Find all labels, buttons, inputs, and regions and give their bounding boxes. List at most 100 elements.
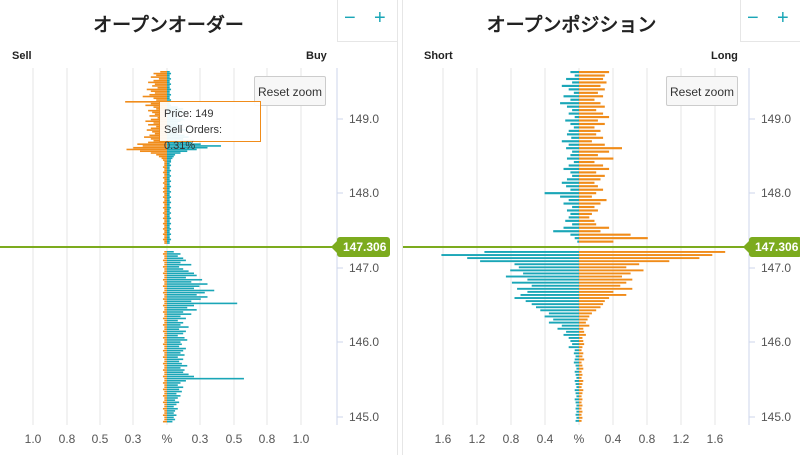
- long-bar: [579, 419, 582, 422]
- buy-bar: [167, 332, 184, 335]
- price-tick-label: 147.0: [349, 261, 379, 275]
- sell-bar: [164, 358, 167, 361]
- long-bar: [579, 260, 670, 263]
- short-bar: [540, 309, 579, 312]
- long-bar: [579, 77, 604, 81]
- long-bar: [579, 309, 597, 312]
- sell-bar: [162, 196, 167, 198]
- reset-zoom-button[interactable]: Reset zoom: [666, 76, 738, 106]
- long-bar: [579, 154, 598, 157]
- buy-bar: [167, 215, 170, 218]
- buy-bar: [167, 143, 201, 145]
- buy-bar: [167, 328, 180, 330]
- buy-bar: [167, 93, 172, 96]
- price-tick-label: 146.0: [349, 335, 379, 349]
- sell-bar: [164, 334, 167, 337]
- buy-bar: [167, 343, 182, 346]
- long-bar: [579, 404, 583, 407]
- buy-bar: [167, 390, 182, 393]
- sell-bar: [162, 206, 167, 209]
- x-tick-label: 0.5: [92, 432, 109, 446]
- long-bar: [579, 395, 582, 398]
- buy-bar: [167, 311, 184, 313]
- tooltip-price: Price: 149: [164, 108, 214, 120]
- reset-zoom-button[interactable]: Reset zoom: [254, 76, 326, 106]
- sell-bar: [164, 183, 167, 186]
- sell-bar: [148, 81, 167, 84]
- sell-bar: [154, 83, 167, 85]
- zoom-controls: − +: [337, 0, 397, 42]
- sell-bar: [164, 261, 167, 264]
- sell-bar: [160, 71, 167, 73]
- sell-bar: [164, 309, 167, 311]
- buy-bar: [167, 306, 188, 309]
- short-bar: [575, 355, 579, 358]
- sell-bar: [164, 373, 167, 376]
- short-bar: [574, 370, 579, 373]
- buy-bar: [167, 153, 176, 156]
- sell-bar: [164, 210, 167, 213]
- open-positions-chart[interactable]: 149.0 148.0 147.0 146.0 145.0 1.6 1.2 0.8 0.4% 0.…: [403, 0, 800, 455]
- price-tick-label: 146.0: [761, 335, 791, 349]
- sell-bar: [145, 104, 167, 107]
- sell-bar: [164, 416, 167, 419]
- buy-bar: [167, 173, 170, 175]
- buy-bar: [167, 345, 180, 348]
- buy-bar: [167, 272, 194, 275]
- x-tick-label: 0.8: [503, 432, 520, 446]
- short-bar: [536, 306, 579, 309]
- buy-bar: [167, 334, 178, 337]
- buy-bar: [167, 171, 170, 174]
- sell-bar: [164, 319, 167, 322]
- long-bar: [579, 294, 627, 296]
- sell-bar: [162, 259, 167, 262]
- short-bar: [576, 367, 579, 370]
- short-bar: [576, 376, 579, 379]
- sell-bar: [148, 141, 167, 144]
- long-bar: [579, 315, 590, 318]
- short-bar: [563, 95, 579, 98]
- zoom-in-button[interactable]: +: [777, 7, 789, 29]
- x-tick-label: 1.2: [673, 432, 690, 446]
- sell-bar: [145, 120, 167, 123]
- short-bar: [563, 167, 579, 171]
- chart-title: オープンオーダー: [93, 15, 244, 36]
- zoom-out-button[interactable]: −: [747, 7, 759, 29]
- zoom-in-button[interactable]: +: [374, 7, 386, 29]
- sell-bar: [156, 74, 167, 77]
- short-bar: [561, 181, 579, 184]
- open-orders-chart[interactable]: 149.0 148.0 147.0 146.0 145.0 1.0 0.8 0.5 0.3% 0.…: [0, 0, 397, 455]
- buy-bar: [167, 300, 192, 303]
- short-bar: [514, 297, 579, 299]
- short-bar: [563, 226, 579, 229]
- long-bar: [579, 337, 583, 339]
- buy-bar: [167, 175, 172, 177]
- sell-bar: [153, 72, 167, 75]
- price-tick-label: 148.0: [349, 186, 379, 200]
- buy-bar: [167, 362, 182, 365]
- buy-bar: [167, 281, 192, 283]
- short-bar: [574, 380, 579, 382]
- buy-bar: [167, 198, 170, 200]
- buy-bar: [167, 189, 170, 191]
- sell-bar: [164, 263, 167, 266]
- long-bar: [579, 349, 582, 352]
- short-bar: [573, 352, 579, 355]
- buy-bar: [167, 152, 181, 154]
- short-bar: [568, 112, 579, 115]
- sell-bar: [162, 285, 167, 287]
- short-bar: [570, 233, 579, 236]
- long-bar: [579, 312, 592, 315]
- short-bar: [565, 119, 579, 122]
- sell-bar: [164, 364, 167, 367]
- x-tick-label: 1.0: [25, 432, 42, 446]
- short-bar: [574, 389, 579, 392]
- buy-bar: [167, 330, 186, 333]
- zoom-out-button[interactable]: −: [344, 7, 356, 29]
- short-bar: [570, 171, 579, 174]
- short-bar: [566, 330, 579, 333]
- long-bar: [579, 237, 648, 240]
- long-bar: [579, 370, 582, 373]
- long-bar: [579, 367, 584, 370]
- buy-bar: [167, 74, 170, 77]
